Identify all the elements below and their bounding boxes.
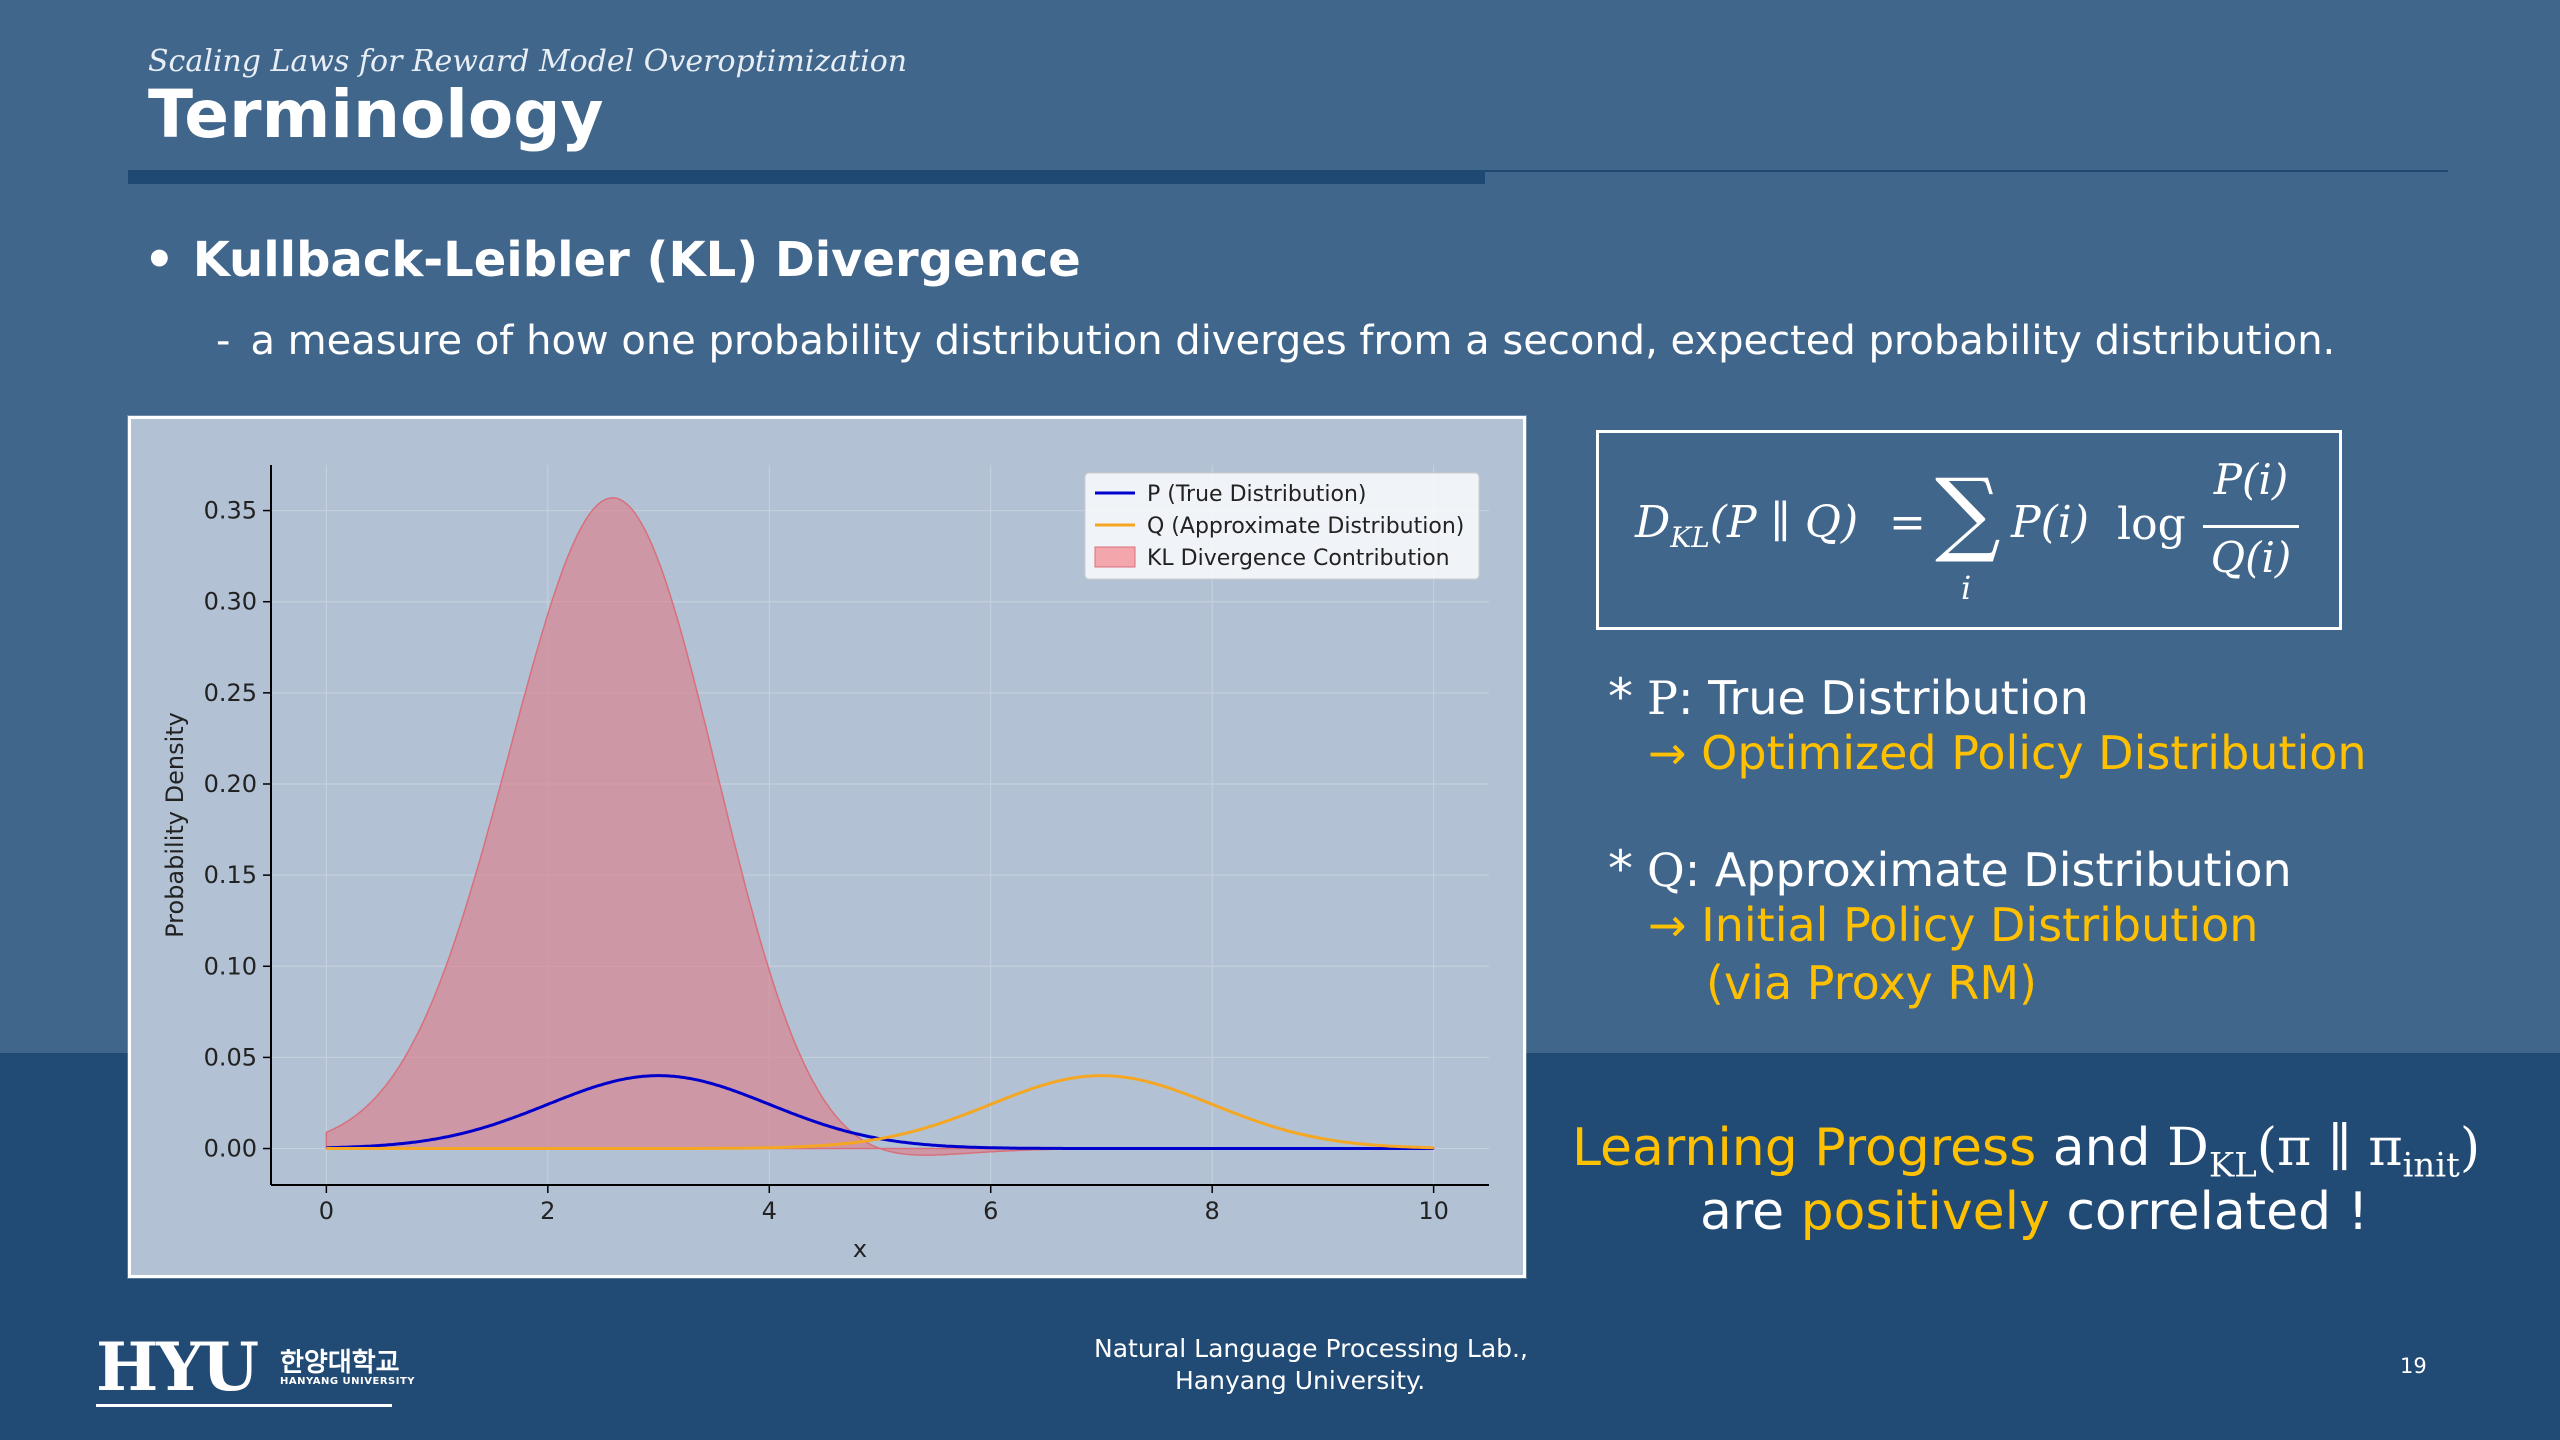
- formula-numerator: P(i): [2213, 455, 2289, 504]
- formula-denominator: Q(i): [2210, 533, 2292, 582]
- definition-q-star: *: [1608, 840, 1633, 898]
- bullet-heading: • Kullback-Leibler (KL) Divergence: [144, 232, 1081, 288]
- formula-fraction-bar: [2203, 525, 2299, 528]
- formula-term: P(i): [2011, 497, 2090, 548]
- conclusion-are: are: [1700, 1182, 1785, 1242]
- kl-fill-area: [325, 497, 1436, 1156]
- formula-lhs: DKL(P ∥ Q): [1635, 497, 1858, 554]
- definition-p-arrow: → Optimized Policy Distribution: [1648, 726, 2367, 780]
- y-tick-label: 0.30: [204, 588, 257, 616]
- y-tick-label: 0.10: [204, 952, 257, 980]
- hyu-logo-text: HYU: [96, 1328, 259, 1406]
- conclusion-tail: correlated !: [2066, 1182, 2369, 1242]
- conclusion-math-d: D: [2167, 1118, 2209, 1178]
- definition-p: * P: True Distribution: [1608, 668, 2089, 726]
- page-number: 19: [2400, 1354, 2427, 1378]
- x-tick-label: 6: [983, 1197, 998, 1225]
- x-tick-label: 10: [1418, 1197, 1449, 1225]
- conclusion-math-args: (π ∥ π: [2256, 1118, 2403, 1178]
- x-tick-label: 2: [540, 1197, 555, 1225]
- description-text: a measure of how one probability distrib…: [250, 318, 2336, 364]
- x-tick-label: 4: [762, 1197, 777, 1225]
- conclusion-math-sub: KL: [2208, 1145, 2257, 1186]
- legend-label: KL Divergence Contribution: [1147, 546, 1450, 571]
- x-tick-label: 8: [1205, 1197, 1220, 1225]
- x-tick-label: 0: [319, 1197, 334, 1225]
- slide-title: Terminology: [148, 76, 604, 153]
- conclusion-highlight-positively: positively: [1800, 1182, 2050, 1242]
- definition-q-note: (via Proxy RM): [1706, 956, 2037, 1010]
- y-tick-label: 0.15: [204, 861, 257, 889]
- formula-d-sub: KL: [1670, 520, 1710, 554]
- definition-p-symbol: P: [1647, 671, 1678, 725]
- y-tick-label: 0.05: [204, 1043, 257, 1071]
- description-dash: -: [216, 318, 231, 364]
- kl-formula-box: DKL(P ∥ Q) = ∑ i P(i) log P(i) Q(i): [1596, 430, 2342, 630]
- bullet-marker: •: [144, 232, 175, 288]
- legend-label: P (True Distribution): [1147, 482, 1367, 507]
- conclusion-highlight-learning: Learning Progress: [1572, 1118, 2037, 1178]
- definition-q-symbol: Q: [1647, 843, 1685, 897]
- formula-log: log: [2117, 499, 2186, 550]
- definition-q-arrow: → Initial Policy Distribution: [1648, 898, 2259, 952]
- hyu-logo-english: HANYANG UNIVERSITY: [280, 1376, 416, 1387]
- conclusion-line-2: are positively correlated !: [1700, 1182, 2369, 1242]
- legend-swatch-kl: [1094, 546, 1136, 568]
- definition-p-label: : True Distribution: [1677, 671, 2089, 725]
- footer-lab-line-1: Natural Language Processing Lab.,: [1094, 1334, 1528, 1363]
- conclusion-math: DKL(π ∥ πinit): [2167, 1118, 2481, 1185]
- x-axis-label: x: [853, 1235, 867, 1263]
- header-rule-accent: [128, 170, 1485, 184]
- formula-equals: =: [1889, 497, 1926, 548]
- y-tick-label: 0.25: [204, 679, 257, 707]
- y-tick-label: 0.20: [204, 770, 257, 798]
- kl-chart-panel: 0 2 4 6 8 10 0.00 0.05 0.10 0.15 0.20 0.25 0.30 0.35 x…: [128, 416, 1526, 1278]
- bullet-heading-text: Kullback-Leibler (KL) Divergence: [192, 232, 1081, 288]
- q-distribution-line: [326, 1074, 1434, 1150]
- hyu-logo-korean: 한양대학교: [280, 1348, 400, 1378]
- formula-d: D: [1635, 497, 1671, 548]
- definition-p-star: *: [1608, 668, 1633, 726]
- slide-subtitle: Scaling Laws for Reward Model Overoptimi…: [148, 44, 908, 79]
- conclusion-line-1: Learning Progress and DKL(π ∥ πinit): [1572, 1118, 2480, 1185]
- y-axis-label: Probability Density: [161, 712, 189, 938]
- y-tick-label: 0.35: [204, 497, 257, 525]
- bullet-description: -a measure of how one probability distri…: [216, 318, 2335, 364]
- hyu-logo-rule: [96, 1404, 392, 1407]
- kl-chart: 0 2 4 6 8 10 0.00 0.05 0.10 0.15 0.20 0.25 0.30 0.35 x…: [161, 465, 1489, 1263]
- legend-box: [1084, 472, 1480, 580]
- definition-q: * Q: Approximate Distribution: [1608, 840, 2292, 898]
- conclusion-math-sub-init: init: [2402, 1145, 2460, 1186]
- definition-q-label: : Approximate Distribution: [1684, 843, 2292, 897]
- y-tick-label: 0.00: [204, 1135, 257, 1163]
- conclusion-math-close: ): [2459, 1118, 2481, 1178]
- formula-sigma: ∑: [1935, 459, 2001, 566]
- legend-label: Q (Approximate Distribution): [1147, 514, 1464, 539]
- formula-args: (P ∥ Q): [1709, 497, 1859, 548]
- conclusion-and: and: [2052, 1118, 2151, 1178]
- formula-sigma-sub: i: [1961, 569, 1972, 607]
- footer-lab-line-2: Hanyang University.: [1175, 1366, 1426, 1395]
